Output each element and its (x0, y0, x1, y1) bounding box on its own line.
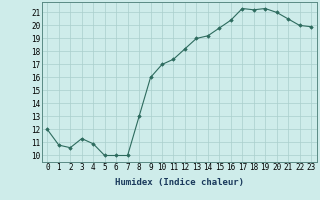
X-axis label: Humidex (Indice chaleur): Humidex (Indice chaleur) (115, 178, 244, 187)
